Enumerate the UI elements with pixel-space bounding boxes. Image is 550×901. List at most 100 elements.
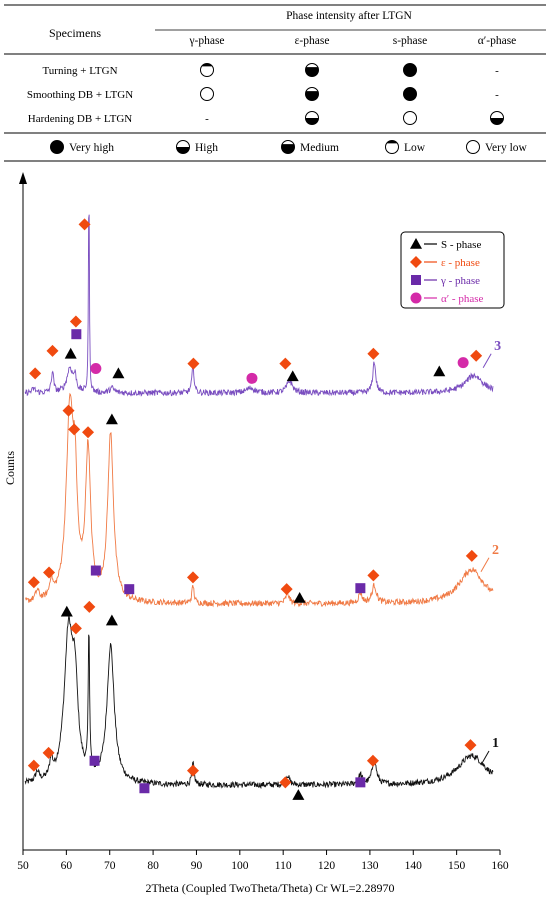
marker-square-series-3 — [71, 329, 82, 340]
series-label-leader — [482, 353, 492, 369]
marker-diamond-series-2 — [43, 566, 56, 579]
marker-triangle-series-1 — [105, 614, 118, 626]
x-tick-label: 80 — [147, 860, 159, 872]
y-axis-arrow-icon — [19, 172, 27, 184]
x-ticks: 50 60 70 80 90 100 110 120 130 140 150 160 — [17, 850, 509, 872]
series-labels: 1 2 3 — [480, 339, 501, 766]
specimens-header: Specimens — [49, 26, 101, 40]
series-label-leader — [480, 750, 490, 766]
x-tick-label: 50 — [17, 860, 29, 872]
x-tick-label: 130 — [361, 860, 379, 872]
x-tick-label: 150 — [448, 860, 466, 872]
marker-square-series-1 — [355, 777, 366, 788]
marker-diamond-series-1 — [366, 754, 379, 767]
x-tick-label: 140 — [405, 860, 423, 872]
row-label-hardening: Hardening DB + LTGN — [28, 113, 133, 125]
marker-triangle-series-3 — [64, 347, 77, 359]
marker-triangle-series-1 — [60, 605, 73, 617]
series-label-1: 1 — [492, 736, 499, 751]
intensity-high-icon — [305, 111, 319, 125]
legend-low-icon — [385, 140, 399, 154]
marker-diamond-series-2 — [27, 576, 40, 589]
x-axis-label: 2Theta (Coupled TwoTheta/Theta) Cr WL=2.… — [145, 881, 394, 895]
marker-triangle-series-3 — [112, 367, 125, 379]
intensity-very-low-icon — [200, 87, 214, 101]
marker-square-series-2 — [355, 583, 366, 594]
legend-label-medium: Medium — [300, 142, 339, 154]
row-label-smoothing: Smoothing DB + LTGN — [27, 89, 133, 101]
marker-square-series-1 — [139, 783, 150, 794]
phase-markers — [27, 218, 483, 800]
marker-diamond-series-1 — [279, 776, 292, 789]
table-cell-empty: - — [495, 89, 499, 101]
marker-diamond-series-1 — [42, 746, 55, 759]
marker-circle-series-3 — [90, 363, 102, 375]
gamma-phase-header: γ-phase — [188, 35, 224, 47]
legend-entry-label: S - phase — [441, 239, 481, 251]
legend-very-high-icon — [50, 140, 64, 154]
legend-medium-icon — [281, 140, 295, 154]
intensity-high-icon — [490, 111, 504, 125]
x-tick-label: 90 — [191, 860, 203, 872]
marker-diamond-series-1 — [83, 600, 96, 613]
legend-box — [400, 231, 505, 309]
intensity-legend: Very high High Medium Low Very low — [50, 140, 528, 154]
legend-triangle-icon — [410, 238, 422, 249]
marker-triangle-series-2 — [105, 413, 118, 425]
marker-diamond-series-3 — [78, 218, 91, 231]
legend-entry-label: α′ - phase — [441, 293, 483, 305]
marker-diamond-series-3 — [187, 357, 200, 370]
marker-triangle-series-3 — [433, 365, 446, 377]
series-label-2: 2 — [492, 543, 499, 558]
marker-diamond-series-2 — [68, 423, 81, 436]
marker-diamond-series-1 — [27, 759, 40, 772]
marker-diamond-series-2 — [82, 426, 95, 439]
marker-diamond-series-3 — [279, 357, 292, 370]
marker-square-series-2 — [90, 565, 101, 576]
legend-label-very-low: Very low — [485, 142, 528, 154]
marker-diamond-series-3 — [367, 347, 380, 360]
intensity-very-low-icon — [403, 111, 417, 125]
table-cells: - - - — [200, 63, 504, 125]
x-tick-label: 110 — [275, 860, 292, 872]
marker-diamond-series-3 — [470, 349, 483, 362]
legend-label-very-high: Very high — [69, 142, 114, 154]
group-header: Phase intensity after LTGN — [286, 10, 412, 22]
alpha-phase-header: α′-phase — [478, 35, 517, 47]
legend-entry-label: ε - phase — [441, 257, 480, 269]
marker-square-series-1 — [89, 755, 100, 766]
marker-triangle-series-3 — [286, 370, 299, 382]
curve-series-1 — [24, 615, 494, 790]
marker-diamond-series-2 — [465, 549, 478, 562]
curve-series-3 — [24, 214, 494, 397]
legend-square-icon — [411, 275, 421, 285]
marker-triangle-series-2 — [293, 591, 306, 603]
marker-diamond-series-3 — [69, 315, 82, 328]
intensity-medium-icon — [305, 87, 319, 101]
x-tick-label: 120 — [318, 860, 336, 872]
intensity-very-high-icon — [403, 63, 417, 77]
diffraction-curves — [24, 214, 494, 790]
curve-series-2 — [25, 392, 494, 608]
marker-diamond-series-3 — [46, 344, 59, 357]
marker-diamond-series-1 — [464, 739, 477, 752]
marker-diamond-series-2 — [62, 404, 75, 417]
table-cell-empty: - — [205, 113, 209, 125]
x-tick-label: 60 — [61, 860, 73, 872]
x-tick-label: 160 — [491, 860, 509, 872]
row-label-turning: Turning + LTGN — [42, 65, 117, 77]
legend-very-low-icon — [466, 140, 480, 154]
legend-circle-icon — [410, 292, 422, 304]
marker-square-series-2 — [124, 584, 135, 595]
marker-diamond-series-2 — [186, 571, 199, 584]
marker-diamond-series-2 — [367, 569, 380, 582]
legend-label-low: Low — [404, 142, 426, 154]
epsilon-phase-header: ε-phase — [295, 35, 330, 47]
marker-diamond-series-2 — [280, 583, 293, 596]
series-label-3: 3 — [494, 339, 501, 354]
table-cell-empty: - — [495, 65, 499, 77]
marker-diamond-series-1 — [69, 622, 82, 635]
x-tick-label: 100 — [231, 860, 249, 872]
phase-intensity-table: Specimens Phase intensity after LTGN γ-p… — [4, 4, 546, 162]
intensity-medium-icon — [305, 63, 319, 77]
